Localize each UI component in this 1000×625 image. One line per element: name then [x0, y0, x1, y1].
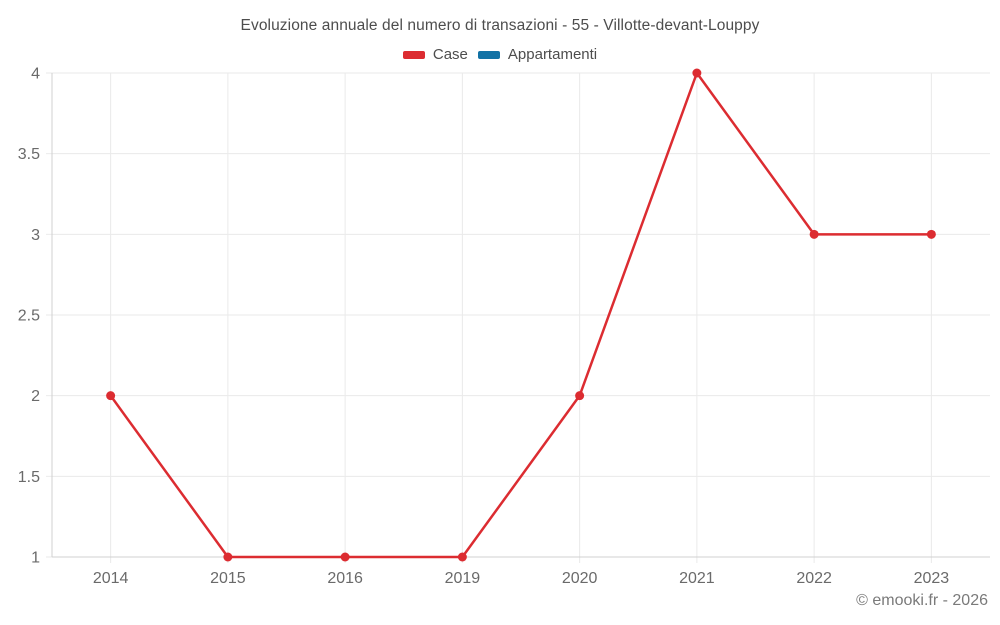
y-tick-label: 1: [31, 550, 40, 567]
data-point-case: [926, 229, 936, 239]
chart-legend: Case Appartamenti: [0, 46, 1000, 63]
y-tick-label: 2: [31, 388, 40, 405]
appartamenti-series-swatch-icon: [477, 50, 500, 59]
x-tick-label: 2020: [562, 570, 598, 587]
data-point-case: [106, 391, 116, 401]
y-tick-label: 3.5: [18, 146, 40, 163]
x-tick-label: 2019: [445, 570, 481, 587]
y-tick-label: 1.5: [18, 469, 40, 486]
legend-label-case: Case: [432, 46, 468, 63]
legend-label-appartamenti: Appartamenti: [507, 46, 598, 63]
y-tick-label: 2.5: [18, 308, 40, 325]
data-point-case: [457, 552, 467, 562]
legend-item-appartamenti[interactable]: Appartamenti: [477, 46, 598, 63]
data-point-case: [809, 229, 819, 239]
data-point-case: [575, 391, 585, 401]
y-tick-label: 3: [31, 227, 40, 244]
x-tick-label: 2016: [327, 570, 363, 587]
x-tick-label: 2015: [210, 570, 246, 587]
chart-title: Evoluzione annuale del numero di transaz…: [240, 17, 760, 34]
footer-credit: © emooki.fr - 2026: [856, 592, 988, 609]
x-tick-label: 2022: [796, 570, 832, 587]
y-tick-label: 4: [31, 66, 40, 83]
data-point-case: [692, 68, 702, 78]
data-point-case: [223, 552, 233, 562]
x-tick-label: 2023: [914, 570, 950, 587]
data-point-case: [340, 552, 350, 562]
legend-item-case[interactable]: Case: [402, 46, 468, 63]
x-tick-label: 2021: [679, 570, 715, 587]
case-series-swatch-icon: [402, 50, 425, 59]
series-line-case: [109, 71, 933, 559]
x-tick-label: 2014: [93, 570, 129, 587]
